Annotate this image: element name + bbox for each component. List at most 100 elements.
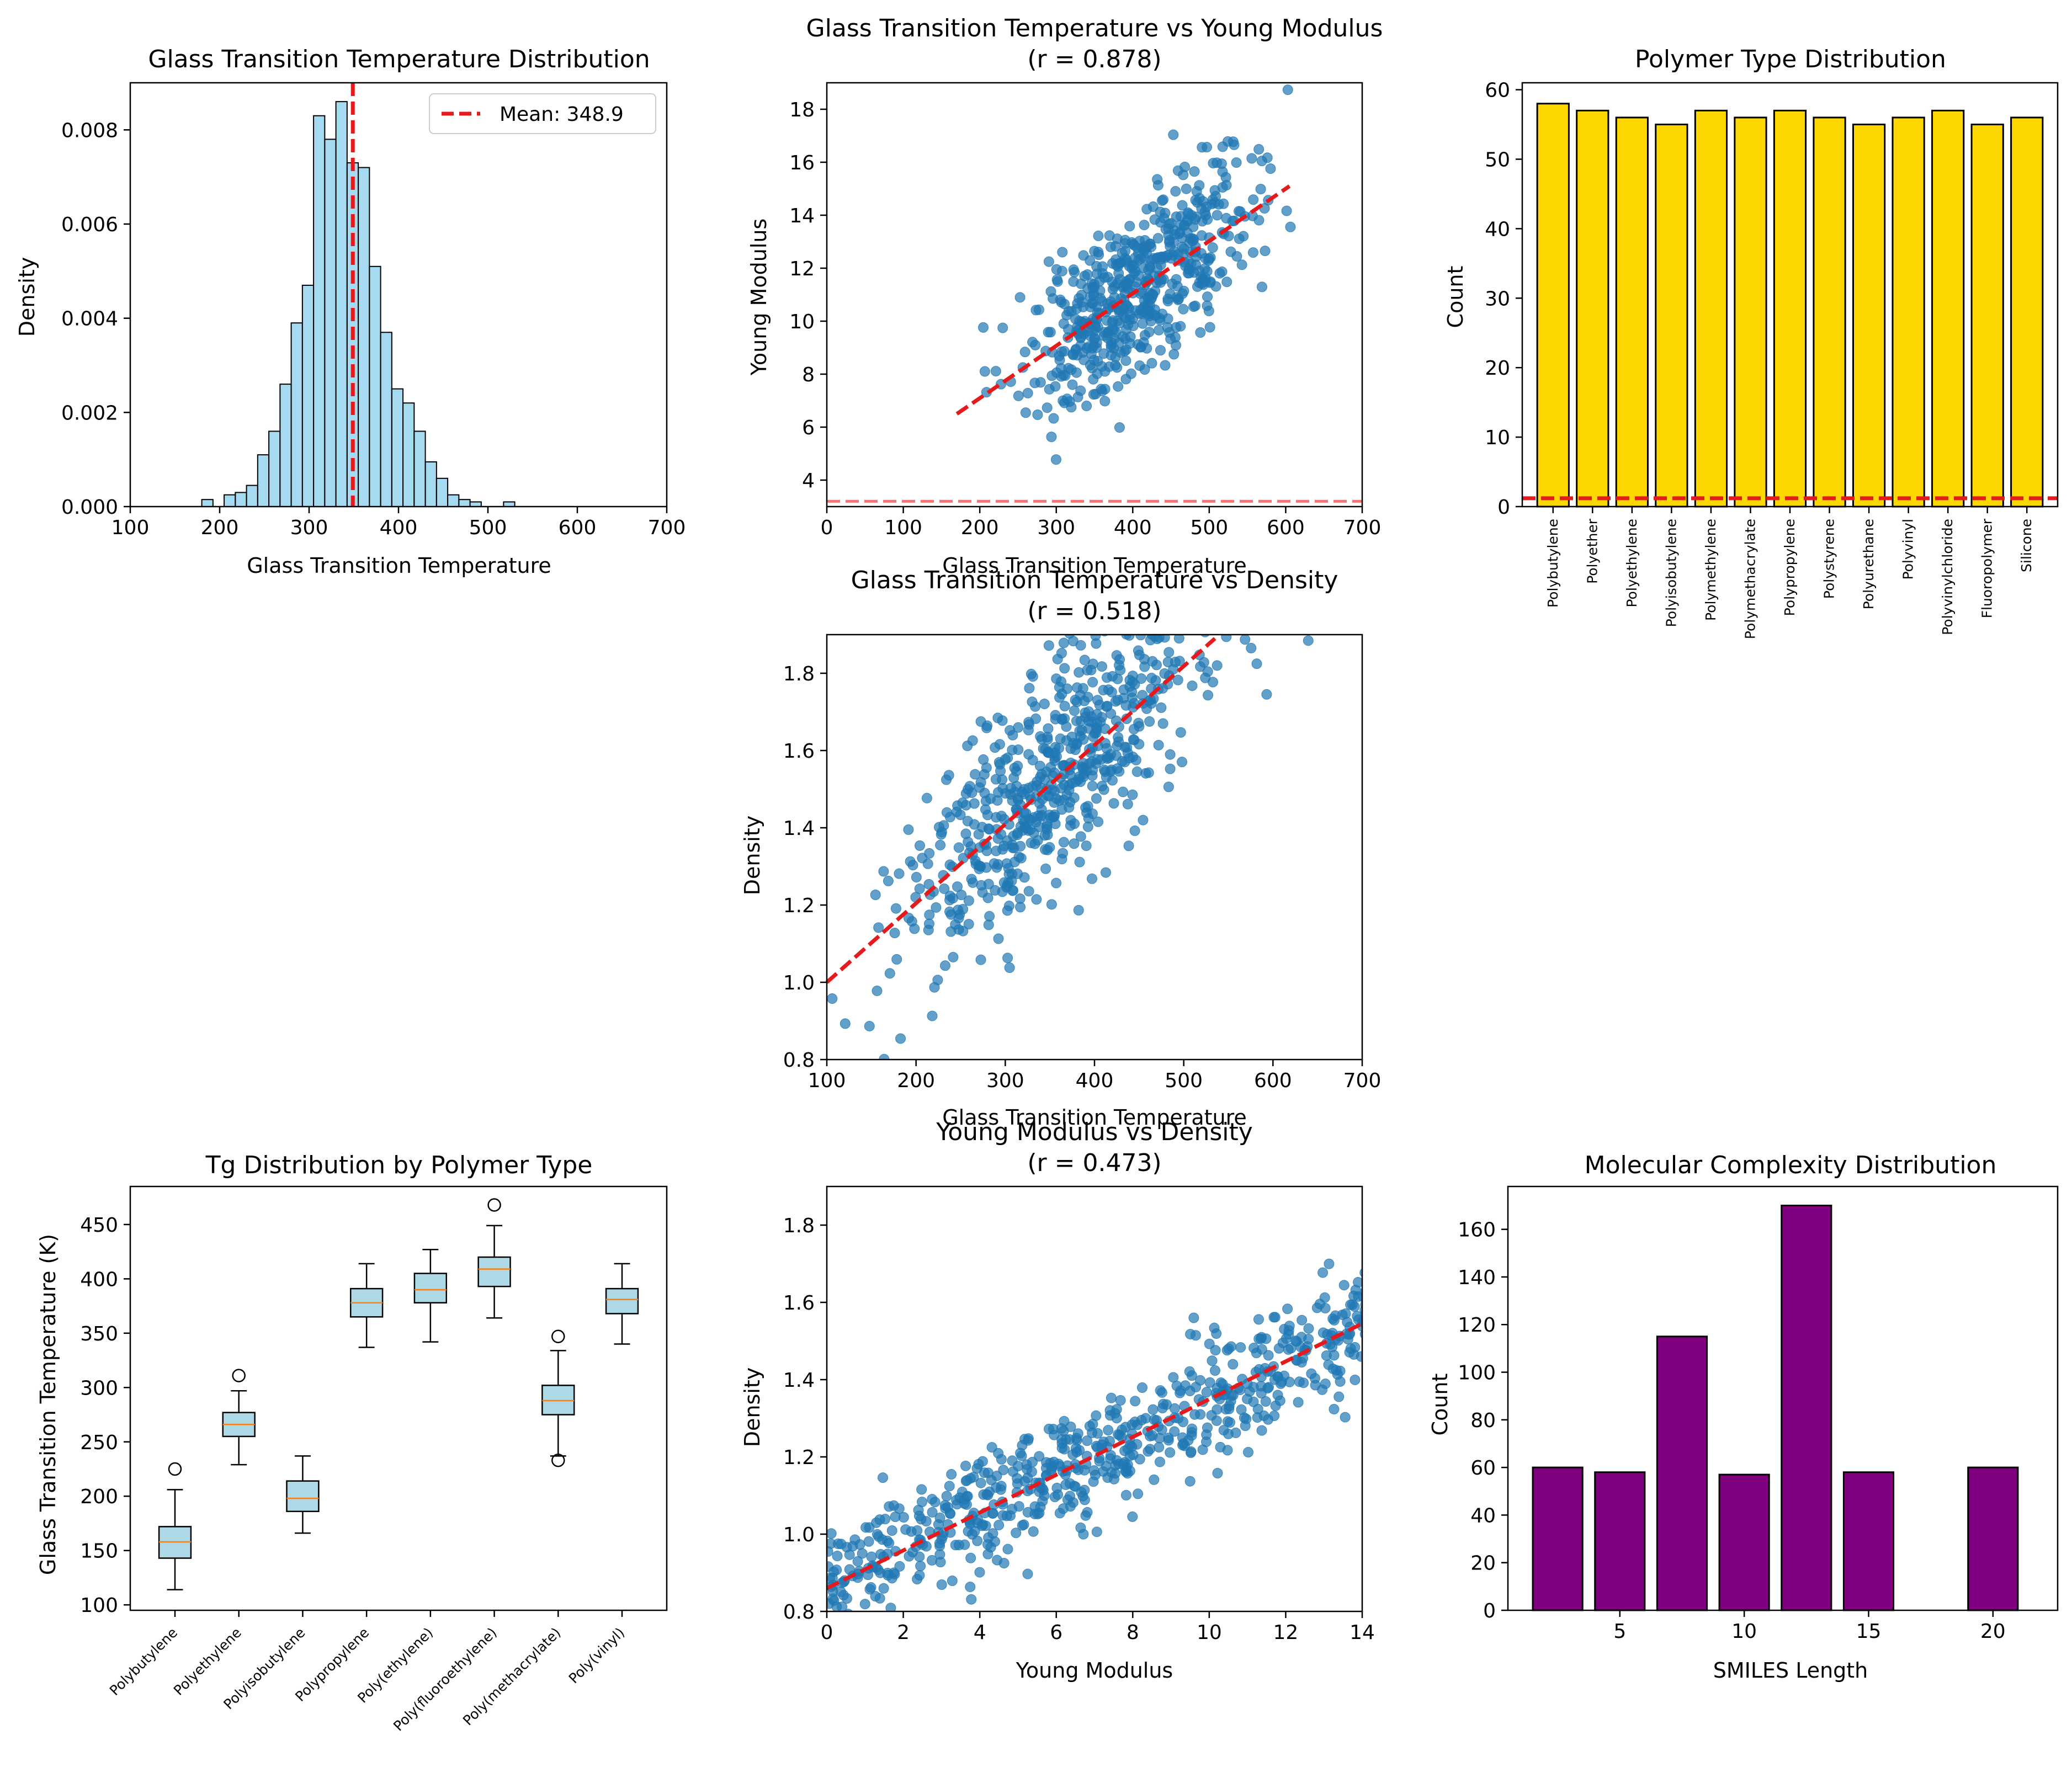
scatter3-point [1242, 1447, 1253, 1458]
bar1-bar [1655, 124, 1688, 508]
scatter3-point [1149, 1474, 1160, 1485]
scatter3-point [992, 1555, 1003, 1566]
scatter1-point [1120, 246, 1131, 257]
scatter2-point [1187, 680, 1198, 691]
scatter2-point [1040, 863, 1051, 874]
scatter1-point [1046, 370, 1058, 381]
scatter3-point [973, 1459, 984, 1470]
hist-bar [358, 167, 370, 508]
scatter3-point [1330, 1310, 1341, 1321]
scatter3-point [1186, 1427, 1197, 1438]
scatter2-point [914, 883, 925, 894]
scatter1-xlabel: Glass Transition Temperature [942, 554, 1247, 578]
scatter3-point [1212, 1468, 1223, 1479]
scatter1-point [1255, 184, 1266, 195]
scatter3-point [1140, 1413, 1151, 1424]
scatter1-point [1152, 174, 1163, 185]
scatter1-point [1032, 409, 1043, 420]
scatter1-point [1131, 277, 1142, 288]
scatter3-point [1136, 1382, 1147, 1393]
bar2-bar [1842, 1471, 1895, 1611]
scatter2-point [1198, 657, 1209, 668]
box-ytick-label: 450 [80, 1214, 118, 1237]
scatter2-ytick-label: 1.6 [783, 740, 815, 763]
scatter1-point [1183, 209, 1194, 220]
scatter3-point [1195, 1409, 1206, 1420]
scatter1-point [1253, 144, 1265, 155]
scatter2-point [1045, 762, 1056, 773]
scatter2-point [1118, 684, 1129, 695]
scatter2-point [1064, 635, 1075, 639]
scatter1-point [1164, 219, 1175, 230]
scatter3-point [1147, 1404, 1159, 1415]
scatter2-point [1056, 854, 1067, 865]
scatter3-point [1209, 1365, 1220, 1376]
scatter2-point [1175, 727, 1186, 738]
hist-plot-area: 100 200 300 400 500 600 700 0.000 0.002 0.004 0.00… [61, 82, 686, 539]
scatter3-point [994, 1520, 1005, 1531]
scatter2-point [958, 853, 969, 864]
scatter3-point [885, 1603, 896, 1611]
panel-tg-vs-density: Glass Transition Temperature vs Density … [740, 566, 1381, 1130]
scatter2-point [939, 960, 950, 971]
box-ylabel: Glass Transition Temperature (K) [36, 1234, 60, 1575]
hist-legend-label: Mean: 348.9 [500, 103, 624, 126]
scatter2-point [939, 883, 950, 894]
scatter3-point [1080, 1510, 1091, 1521]
scatter2-point [991, 862, 1002, 873]
scatter2-point [891, 954, 902, 965]
scatter1-point [1019, 347, 1030, 358]
scatter3-point [1088, 1465, 1099, 1476]
scatter2-point [873, 922, 884, 933]
scatter2-point [1134, 721, 1145, 732]
scatter2-point [944, 895, 955, 906]
scatter3-point [951, 1494, 962, 1505]
scatter1-point [1177, 200, 1188, 211]
hist-xtick-label: 400 [380, 517, 418, 539]
bar2-bar [1718, 1473, 1770, 1611]
scatter3-point [844, 1564, 855, 1575]
scatter1-point [1033, 304, 1044, 315]
scatter2-point [968, 877, 979, 888]
panel-tg-histogram: Glass Transition Temperature Distributio… [15, 45, 686, 578]
scatter1-point [1160, 360, 1171, 371]
scatter3-point [1127, 1441, 1138, 1452]
scatter3-point [961, 1491, 972, 1502]
scatter2-point [984, 911, 995, 922]
bar1-ytick-label: 60 [1485, 79, 1510, 102]
scatter2-point [1043, 723, 1054, 734]
scatter2-points [827, 635, 1314, 1060]
hist-bar [246, 485, 258, 507]
hist-ytick-label: 0.008 [61, 119, 118, 142]
scatter3-point [968, 1472, 979, 1483]
scatter1-point [1120, 333, 1131, 344]
scatter1-point [1146, 358, 1157, 369]
scatter2-point [1159, 635, 1170, 643]
scatter2-point [1146, 673, 1157, 684]
scatter2-point [895, 1033, 906, 1044]
scatter1-point [1181, 183, 1192, 194]
scatter3-point [1072, 1428, 1083, 1439]
scatter3-subtitle: (r = 0.473) [1027, 1149, 1161, 1177]
scatter2-xtick-label: 300 [986, 1069, 1024, 1092]
bar2-ytick-label: 20 [1470, 1552, 1496, 1575]
bar2-ytick-label: 60 [1470, 1457, 1496, 1480]
scatter1-title: Glass Transition Temperature vs Young Mo… [806, 14, 1383, 42]
scatter3-point [1293, 1397, 1304, 1408]
scatter2-point [1091, 722, 1102, 733]
box-ytick-label: 350 [80, 1323, 118, 1345]
hist-ytick-label: 0.000 [61, 496, 118, 519]
scatter2-point [1091, 638, 1102, 649]
scatter2-point [963, 784, 974, 795]
scatter2-point [1240, 635, 1251, 645]
scatter3-point [1011, 1528, 1022, 1539]
scatter1-point [997, 322, 1008, 333]
scatter3-point [946, 1469, 957, 1480]
scatter3-point [1292, 1355, 1303, 1366]
scatter1-point [1067, 349, 1078, 360]
scatter1-point [1108, 315, 1119, 326]
scatter2-point [1172, 674, 1183, 685]
scatter3-point [976, 1520, 987, 1531]
bar1-xtick-label: Polyether [1584, 518, 1600, 584]
